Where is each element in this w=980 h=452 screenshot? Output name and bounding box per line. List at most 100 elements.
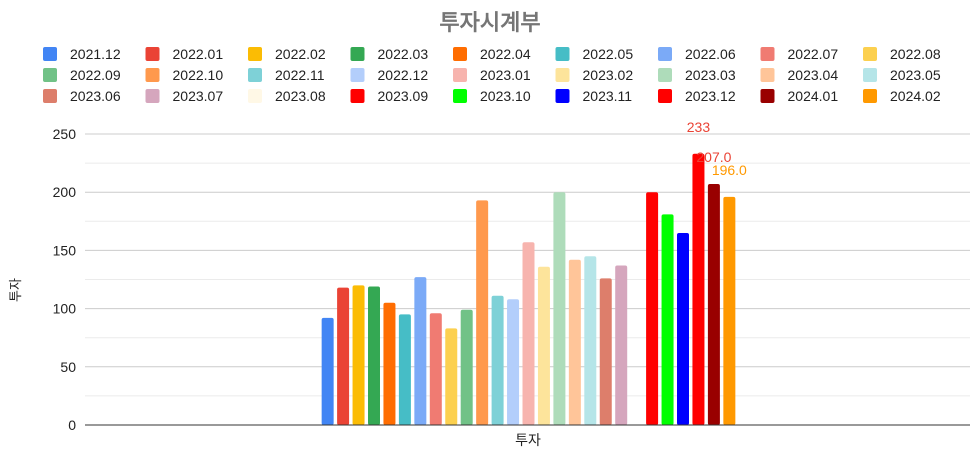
legend-label: 2023.02 xyxy=(583,67,634,83)
legend-item: 2023.04 xyxy=(760,67,839,83)
legend-label: 2022.03 xyxy=(378,46,429,62)
legend-item: 2023.07 xyxy=(145,88,224,104)
legend-swatch xyxy=(145,68,160,82)
legend-item: 2022.02 xyxy=(248,46,326,62)
legend-swatch xyxy=(248,89,262,103)
legend-label: 2022.06 xyxy=(685,46,736,62)
y-tick-label: 250 xyxy=(53,126,77,142)
legend-swatch xyxy=(453,89,467,103)
bar xyxy=(677,232,689,425)
legend-label: 2022.09 xyxy=(70,67,121,83)
legend-swatch xyxy=(350,68,365,82)
legend-label: 2022.07 xyxy=(788,46,839,62)
legend-item: 2022.12 xyxy=(350,67,429,83)
legend-label: 2022.11 xyxy=(275,67,325,83)
bar xyxy=(368,286,380,425)
x-axis-title: 투자 xyxy=(515,432,541,448)
legend-label: 2023.09 xyxy=(378,88,429,104)
legend-label: 2023.10 xyxy=(480,88,531,104)
legend-item: 2023.05 xyxy=(863,67,941,83)
legend-label: 2024.01 xyxy=(788,88,839,104)
legend-label: 2024.02 xyxy=(890,88,941,104)
bar xyxy=(553,192,566,425)
legend-label: 2021.12 xyxy=(70,46,121,62)
bars xyxy=(321,153,736,425)
data-label: 196.0 xyxy=(712,162,747,178)
bar xyxy=(599,278,612,425)
legend-swatch xyxy=(43,47,57,61)
bar xyxy=(615,265,628,425)
legend-label: 2023.01 xyxy=(480,67,531,83)
legend-swatch xyxy=(350,47,365,61)
bar xyxy=(352,285,365,425)
legend-swatch xyxy=(43,89,57,103)
y-tick-label: 0 xyxy=(68,417,76,433)
legend-label: 2022.08 xyxy=(890,46,941,62)
legend-label: 2022.10 xyxy=(173,67,224,83)
bar xyxy=(476,200,489,425)
legend-label: 2023.12 xyxy=(685,88,736,104)
legend-item: 2023.08 xyxy=(248,88,326,104)
legend-item: 2022.03 xyxy=(350,46,429,62)
bar xyxy=(414,277,427,425)
legend-item: 2022.05 xyxy=(555,46,634,62)
legend-label: 2023.08 xyxy=(275,88,326,104)
bar xyxy=(507,299,520,425)
legend-swatch xyxy=(43,68,57,82)
bar xyxy=(707,184,720,425)
legend-swatch xyxy=(555,47,570,61)
legend-swatch xyxy=(863,47,877,61)
legend-swatch xyxy=(760,68,775,82)
bar xyxy=(383,302,396,425)
legend-item: 2022.08 xyxy=(863,46,941,62)
bar xyxy=(568,259,581,425)
bar xyxy=(337,287,350,425)
legend-swatch xyxy=(760,47,775,61)
legend-label: 2022.12 xyxy=(378,67,429,83)
legend-item: 2022.01 xyxy=(145,46,224,62)
legend-swatch xyxy=(555,68,570,82)
legend-label: 2023.05 xyxy=(890,67,941,83)
bar xyxy=(661,214,674,425)
y-axis-ticks: 0 50 100 150 200 250 xyxy=(53,126,77,433)
bar xyxy=(692,153,705,425)
legend: 2021.12 2022.01 2022.02 2022.03 2022.04 2022.… xyxy=(43,46,941,104)
data-label: 207.0 xyxy=(696,149,731,165)
legend-item: 2022.10 xyxy=(145,67,224,83)
y-tick-label: 150 xyxy=(53,242,77,258)
legend-item: 2021.12 xyxy=(43,46,121,62)
y-tick-label: 100 xyxy=(53,301,77,317)
bar xyxy=(584,256,597,425)
legend-item: 2022.07 xyxy=(760,46,839,62)
legend-item: 2023.01 xyxy=(453,67,531,83)
legend-item: 2023.10 xyxy=(453,88,531,104)
legend-item: 2022.11 xyxy=(248,67,325,83)
legend-item: 2022.06 xyxy=(658,46,736,62)
legend-label: 2022.05 xyxy=(583,46,634,62)
legend-item: 2023.02 xyxy=(555,67,634,83)
legend-swatch xyxy=(863,68,877,82)
bar xyxy=(460,309,473,425)
bar xyxy=(398,314,411,425)
legend-label: 2022.04 xyxy=(480,46,531,62)
bar xyxy=(491,295,504,425)
legend-item: 2023.09 xyxy=(350,88,429,104)
legend-swatch xyxy=(145,89,160,103)
bar xyxy=(445,328,458,425)
legend-label: 2022.01 xyxy=(173,46,224,62)
legend-swatch xyxy=(555,89,570,103)
legend-item: 2022.09 xyxy=(43,67,121,83)
legend-item: 2024.02 xyxy=(863,88,941,104)
bar xyxy=(723,196,736,425)
legend-swatch xyxy=(658,47,672,61)
bar xyxy=(646,192,659,425)
legend-swatch xyxy=(453,47,467,61)
legend-swatch xyxy=(863,89,877,103)
data-label: 233 xyxy=(687,119,711,135)
legend-label: 2023.11 xyxy=(583,88,633,104)
legend-label: 2023.04 xyxy=(788,67,839,83)
legend-label: 2022.02 xyxy=(275,46,326,62)
legend-label: 2023.07 xyxy=(173,88,224,104)
